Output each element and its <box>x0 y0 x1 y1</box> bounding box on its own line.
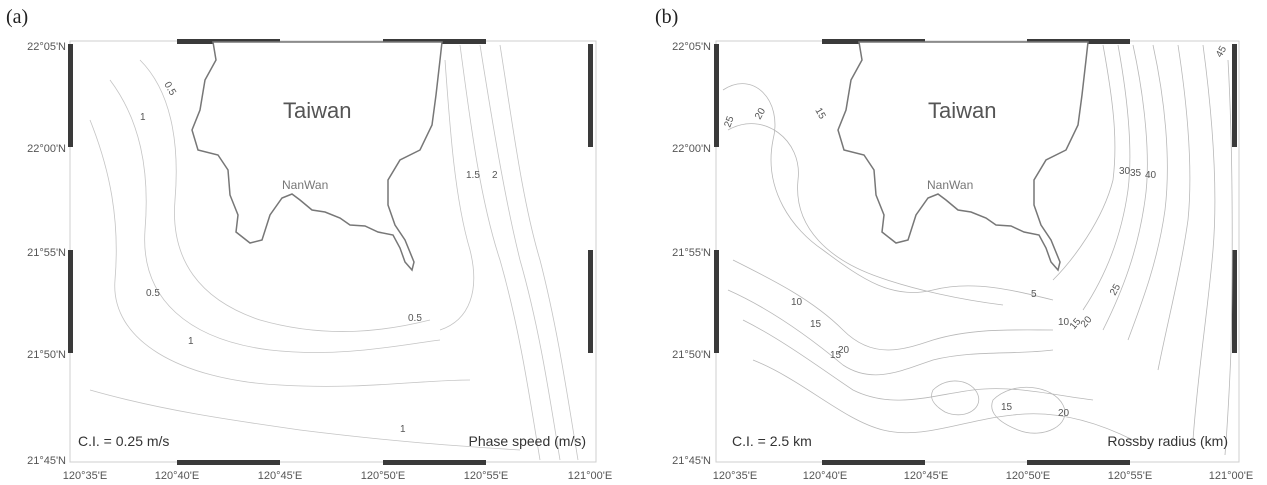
place-label: NanWan <box>927 178 973 192</box>
map-a: Taiwan NanWan 0.5 1 1.5 2 0.5 0.5 1 1 C.… <box>27 39 612 482</box>
contour-label: 35 <box>1130 168 1142 179</box>
panel-letter: (a) <box>6 6 29 28</box>
contour-label: 20 <box>838 345 850 356</box>
lon-label: 121°00'E <box>568 470 612 482</box>
lon-label: 120°50'E <box>361 470 405 482</box>
lat-label: 21°45'N <box>27 455 66 467</box>
contour-label: 25 <box>1108 282 1123 298</box>
contour-label: 20 <box>1079 314 1095 330</box>
contour-label: 15 <box>830 350 842 361</box>
lon-label: 120°40'E <box>155 470 199 482</box>
lat-label: 21°45'N <box>672 455 711 467</box>
place-label: NanWan <box>282 178 328 192</box>
contour-label: 25 <box>722 114 736 129</box>
longitude-labels: 120°35'E 120°40'E 120°45'E 120°50'E 120°… <box>63 470 612 482</box>
map-b: Taiwan NanWan 25 20 15 30 35 40 45 10 15… <box>672 39 1253 482</box>
contour-label: 1 <box>400 424 406 435</box>
lon-label: 120°45'E <box>258 470 302 482</box>
latitude-labels: 22°05'N 22°00'N 21°55'N 21°50'N 21°45'N <box>27 41 66 467</box>
contour-interval-label: C.I. = 2.5 km <box>732 433 812 449</box>
lon-label: 120°55'E <box>1108 470 1152 482</box>
contour-label: 10 <box>791 297 803 308</box>
lon-label: 120°55'E <box>464 470 508 482</box>
lon-label: 120°50'E <box>1006 470 1050 482</box>
panel-a: (a) Taiwan NanWan <box>0 0 630 485</box>
longitude-labels: 120°35'E 120°40'E 120°45'E 120°50'E 120°… <box>713 470 1253 482</box>
contour-label: 30 <box>1119 166 1131 177</box>
contour-label: 15 <box>810 319 822 330</box>
lat-label: 21°50'N <box>27 349 66 361</box>
panel-b: (b) <box>633 0 1263 485</box>
lon-label: 120°35'E <box>713 470 757 482</box>
contour-interval-label: C.I. = 0.25 m/s <box>78 433 169 449</box>
contour-label: 1 <box>140 112 146 123</box>
contour-label: 15 <box>812 106 827 122</box>
panel-letter: (b) <box>655 6 679 28</box>
taiwan-coastline <box>837 41 1089 272</box>
lon-label: 121°00'E <box>1209 470 1253 482</box>
contour-label: 1 <box>188 336 194 347</box>
lon-label: 120°40'E <box>803 470 847 482</box>
taiwan-coastline <box>191 41 443 272</box>
lat-label: 22°05'N <box>27 41 66 53</box>
island-label: Taiwan <box>283 98 351 123</box>
field-label: Rossby radius (km) <box>1107 433 1228 449</box>
lon-label: 120°45'E <box>904 470 948 482</box>
lat-label: 21°55'N <box>672 247 711 259</box>
contour-label: 0.5 <box>146 288 160 299</box>
contour-label: 10 <box>1058 317 1070 328</box>
contour-label: 20 <box>753 106 768 122</box>
contour-label: 20 <box>1058 408 1070 419</box>
field-label: Phase speed (m/s) <box>469 433 587 449</box>
contour-lines <box>89 44 579 461</box>
contour-label: 0.5 <box>161 80 178 98</box>
lon-label: 120°35'E <box>63 470 107 482</box>
lat-label: 22°00'N <box>27 143 66 155</box>
lat-label: 21°55'N <box>27 247 66 259</box>
lat-label: 22°00'N <box>672 143 711 155</box>
contour-label: 5 <box>1031 289 1037 300</box>
contour-label: 40 <box>1145 170 1157 181</box>
contour-label: 15 <box>1001 402 1013 413</box>
contour-lines <box>722 44 1233 456</box>
contour-label: 45 <box>1214 44 1229 60</box>
contour-label: 1.5 <box>466 170 480 181</box>
latitude-labels: 22°05'N 22°00'N 21°55'N 21°50'N 21°45'N <box>672 41 711 467</box>
island-label: Taiwan <box>928 98 996 123</box>
lat-label: 21°50'N <box>672 349 711 361</box>
lat-label: 22°05'N <box>672 41 711 53</box>
contour-label: 0.5 <box>408 313 422 324</box>
contour-label: 2 <box>492 170 498 181</box>
